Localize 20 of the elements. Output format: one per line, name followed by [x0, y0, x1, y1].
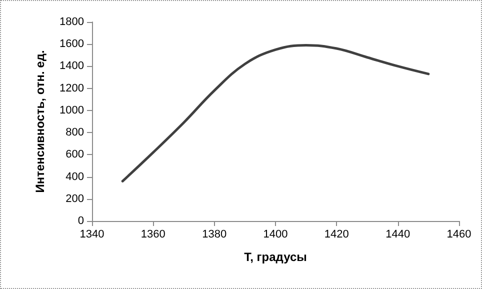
y-tick-label: 1200 [60, 82, 84, 94]
x-tick-label: 1380 [202, 228, 227, 240]
x-axis-title: T, градусы [244, 250, 307, 264]
x-tick-label: 1400 [263, 228, 288, 240]
line-series [121, 44, 430, 182]
y-tick-label: 1600 [60, 38, 84, 50]
y-tick-label: 200 [66, 192, 84, 205]
x-tick-label: 1340 [80, 228, 104, 240]
y-tick-label: 400 [66, 170, 84, 183]
y-tick-label: 1400 [60, 60, 84, 72]
x-tick-label: 1420 [324, 228, 349, 240]
y-axis-title: Интенсивность, отн. ед. [33, 50, 47, 193]
x-tick-label: 1440 [386, 228, 410, 240]
y-tick-label: 1800 [60, 16, 84, 28]
y-tick-label: 800 [66, 126, 84, 139]
y-tick-label: 600 [66, 148, 84, 161]
x-tick-label: 1460 [446, 228, 472, 240]
y-tick-label: 0 [78, 215, 84, 227]
y-tick-label: 1000 [60, 104, 84, 116]
x-tick-label: 1360 [140, 228, 166, 240]
